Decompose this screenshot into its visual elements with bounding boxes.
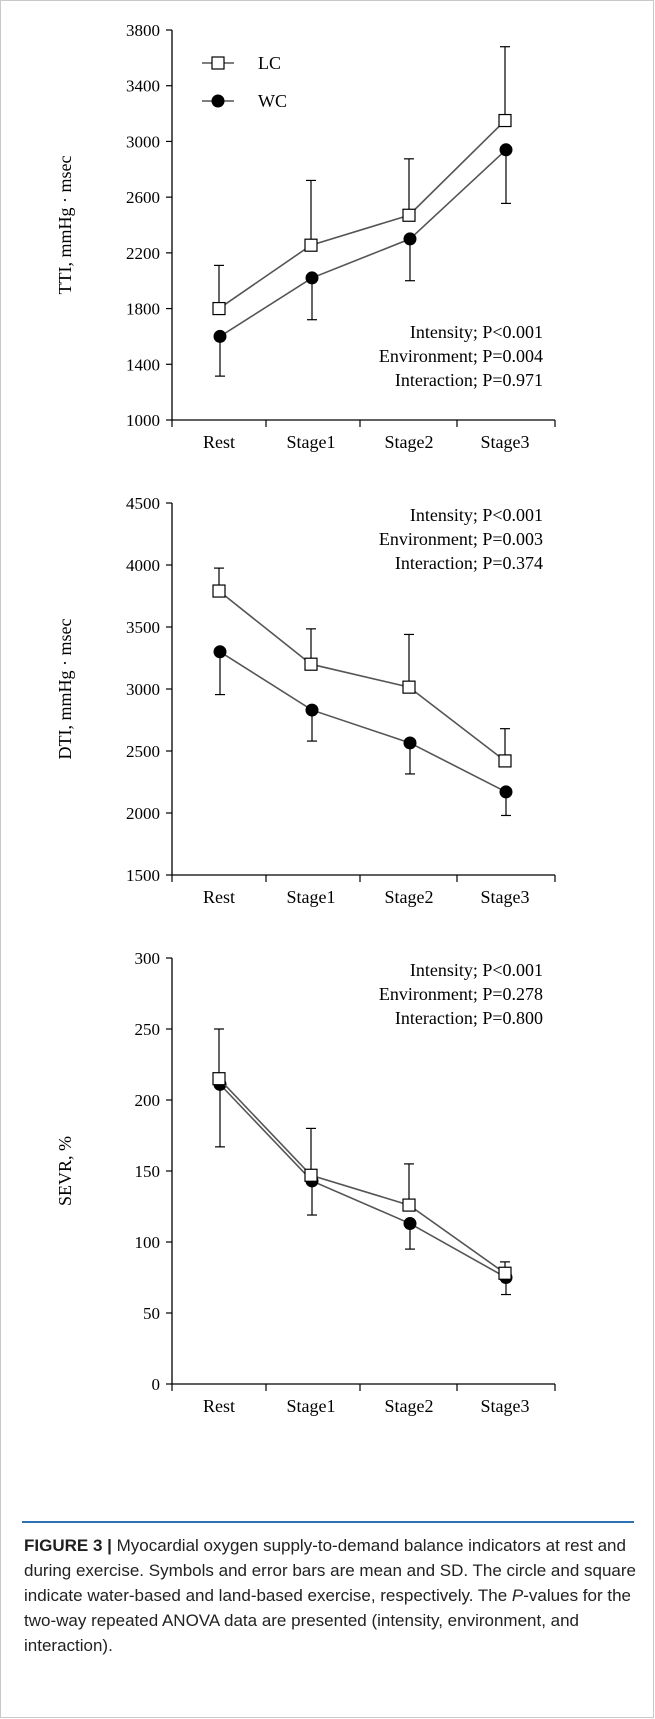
series-line bbox=[218, 1078, 506, 1274]
legend: LC WC bbox=[202, 53, 287, 111]
series-LC bbox=[212, 1028, 512, 1280]
legend-marker-wc bbox=[211, 94, 225, 108]
data-point-lc bbox=[212, 301, 226, 316]
data-point-lc bbox=[498, 754, 512, 768]
x-tick-label: Stage1 bbox=[287, 432, 336, 452]
x-tick-label: Stage2 bbox=[385, 887, 434, 907]
y-tick-label: 1400 bbox=[126, 355, 160, 374]
x-tick-label: Stage3 bbox=[481, 1396, 530, 1416]
data-point-wc bbox=[305, 271, 319, 285]
y-tick-label: 300 bbox=[135, 949, 161, 968]
caption-italic-p: P bbox=[511, 1586, 524, 1605]
annotation-1: Intensity; P<0.001 bbox=[410, 505, 543, 525]
data-point-wc bbox=[213, 645, 227, 659]
annotation-3: Interaction; P=0.800 bbox=[395, 1008, 543, 1028]
series-LC bbox=[212, 567, 512, 768]
data-point-lc bbox=[212, 584, 226, 598]
y-tick-label: 0 bbox=[152, 1375, 161, 1394]
data-point-wc bbox=[403, 232, 417, 246]
annotation-2: Environment; P=0.003 bbox=[379, 529, 543, 549]
y-tick-label: 4000 bbox=[126, 556, 160, 575]
annotation-3: Interaction; P=0.971 bbox=[395, 370, 543, 390]
y-axis-label: SEVR, % bbox=[55, 1136, 75, 1206]
x-tick-label: Stage1 bbox=[287, 1396, 336, 1416]
data-point-lc bbox=[212, 1072, 226, 1086]
data-point-wc bbox=[403, 1217, 417, 1231]
x-tick-label: Stage1 bbox=[287, 887, 336, 907]
legend-label: LC bbox=[258, 53, 281, 73]
y-tick-label: 3800 bbox=[126, 21, 160, 40]
y-tick-label: 3000 bbox=[126, 680, 160, 699]
y-tick-label: 1000 bbox=[126, 411, 160, 430]
y-tick-label: 200 bbox=[135, 1091, 161, 1110]
series-line bbox=[218, 590, 506, 762]
x-tick-label: Stage2 bbox=[385, 432, 434, 452]
series-WC bbox=[213, 143, 513, 377]
data-point-lc bbox=[304, 657, 318, 671]
data-point-lc bbox=[402, 1198, 416, 1212]
series-line bbox=[219, 651, 507, 793]
caption-label: FIGURE 3 | bbox=[24, 1536, 112, 1555]
chart-panel-3: 0 50 100 150 200 250 300 Rest Stage1 Stage2 Stage3… bbox=[55, 949, 556, 1416]
y-tick-label: 1800 bbox=[126, 300, 160, 319]
data-point-wc bbox=[305, 703, 319, 717]
chart-panel-2: 1500 2000 2500 3000 3500 4000 4500 Rest Stage1 St… bbox=[55, 494, 556, 907]
y-tick-label: 100 bbox=[135, 1233, 161, 1252]
data-point-lc bbox=[304, 1168, 318, 1182]
annotation-3: Interaction; P=0.374 bbox=[395, 553, 543, 573]
series-WC bbox=[213, 1077, 513, 1296]
caption-divider bbox=[22, 1521, 634, 1523]
y-tick-label: 2200 bbox=[126, 244, 160, 263]
y-tick-label: 3500 bbox=[126, 618, 160, 637]
data-point-wc bbox=[403, 736, 417, 750]
y-tick-label: 2000 bbox=[126, 804, 160, 823]
y-tick-label: 3400 bbox=[126, 77, 160, 96]
y-tick-label: 250 bbox=[135, 1020, 161, 1039]
annotation-1: Intensity; P<0.001 bbox=[410, 322, 543, 342]
figure-caption: FIGURE 3 | Myocardial oxygen supply-to-d… bbox=[24, 1533, 636, 1658]
data-point-wc bbox=[213, 329, 227, 343]
x-tick-label: Rest bbox=[203, 432, 235, 452]
y-tick-label: 150 bbox=[135, 1162, 161, 1181]
x-tick-label: Stage2 bbox=[385, 1396, 434, 1416]
data-point-wc bbox=[499, 143, 513, 157]
x-tick-label: Stage3 bbox=[481, 432, 530, 452]
legend-marker-lc bbox=[211, 56, 225, 70]
data-point-lc bbox=[498, 1266, 512, 1280]
y-axis-label: TTI, mmHg · msec bbox=[55, 156, 75, 295]
annotation-2: Environment; P=0.278 bbox=[379, 984, 543, 1004]
y-tick-label: 3000 bbox=[126, 132, 160, 151]
data-point-wc bbox=[499, 785, 513, 799]
x-tick-label: Rest bbox=[203, 1396, 235, 1416]
annotation-1: Intensity; P<0.001 bbox=[410, 960, 543, 980]
x-tick-label: Stage3 bbox=[481, 887, 530, 907]
caption-text-end: -values for the two-way repeated ANOVA d… bbox=[24, 1586, 631, 1655]
annotation-2: Environment; P=0.004 bbox=[379, 346, 543, 366]
y-tick-label: 50 bbox=[143, 1304, 160, 1323]
y-tick-label: 4500 bbox=[126, 494, 160, 513]
legend-label: WC bbox=[258, 91, 287, 111]
y-axis-label: DTI, mmHg · msec bbox=[55, 619, 75, 760]
data-point-lc bbox=[304, 238, 318, 252]
series-WC bbox=[213, 645, 513, 817]
chart-panel-1: 1000 1400 1800 2200 2600 3000 3400 3800 Rest Stag… bbox=[55, 21, 556, 452]
y-tick-label: 2600 bbox=[126, 188, 160, 207]
y-tick-label: 1500 bbox=[126, 866, 160, 885]
y-tick-label: 2500 bbox=[126, 742, 160, 761]
x-tick-label: Rest bbox=[203, 887, 235, 907]
series-LC bbox=[212, 46, 512, 316]
data-point-lc bbox=[402, 680, 416, 694]
series-line bbox=[218, 119, 506, 310]
series-line bbox=[219, 1083, 507, 1279]
data-point-lc bbox=[498, 113, 512, 128]
data-point-lc bbox=[402, 208, 416, 222]
series-line bbox=[219, 149, 507, 338]
caption-text: Myocardial oxygen supply-to-demand balan… bbox=[24, 1536, 636, 1605]
